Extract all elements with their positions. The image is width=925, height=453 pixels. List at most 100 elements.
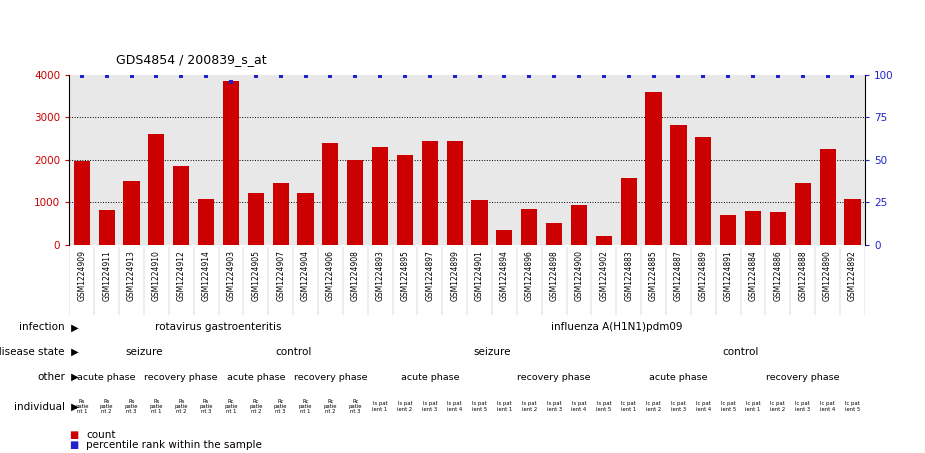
- Text: GSM1224904: GSM1224904: [301, 250, 310, 301]
- Text: GSM1224914: GSM1224914: [202, 250, 211, 301]
- Text: Rs
patie
nt 2: Rs patie nt 2: [175, 399, 188, 414]
- Bar: [646, 92, 661, 245]
- Point: [597, 73, 611, 80]
- Text: GSM1224903: GSM1224903: [227, 250, 236, 301]
- Text: control: control: [722, 347, 758, 357]
- Text: GSM1224892: GSM1224892: [848, 250, 857, 301]
- Text: Is pat
ient 2: Is pat ient 2: [398, 401, 413, 412]
- Bar: [322, 143, 339, 245]
- Text: GSM1224908: GSM1224908: [351, 250, 360, 301]
- Point: [796, 73, 810, 80]
- Text: other: other: [37, 372, 65, 382]
- Bar: [696, 137, 711, 245]
- Bar: [148, 134, 165, 245]
- Text: disease state: disease state: [0, 347, 65, 357]
- Bar: [372, 147, 388, 245]
- Text: Is pat
ient 1: Is pat ient 1: [373, 401, 388, 412]
- Point: [323, 73, 338, 80]
- Bar: [74, 160, 90, 245]
- Text: GSM1224896: GSM1224896: [524, 250, 534, 301]
- Text: Is pat
ient 3: Is pat ient 3: [423, 401, 438, 412]
- Text: ▶: ▶: [68, 347, 79, 357]
- Text: GSM1224893: GSM1224893: [376, 250, 385, 301]
- Bar: [422, 140, 438, 245]
- Point: [622, 73, 636, 80]
- Text: Ic pat
ient 1: Ic pat ient 1: [746, 401, 760, 412]
- Text: Is pat
ient 3: Is pat ient 3: [547, 401, 561, 412]
- Text: Is pat
ient 5: Is pat ient 5: [597, 401, 611, 412]
- Text: rotavirus gastroenteritis: rotavirus gastroenteritis: [155, 322, 282, 333]
- Text: Rc
patie
nt 3: Rc patie nt 3: [274, 399, 288, 414]
- Text: recovery phase: recovery phase: [293, 373, 367, 381]
- Text: GSM1224888: GSM1224888: [798, 250, 808, 301]
- Text: Ic pat
ient 2: Ic pat ient 2: [771, 401, 785, 412]
- Text: GSM1224895: GSM1224895: [401, 250, 410, 301]
- Text: Is pat
ient 4: Is pat ient 4: [447, 401, 462, 412]
- Text: GSM1224909: GSM1224909: [78, 250, 86, 301]
- Bar: [273, 183, 289, 245]
- Text: GSM1224911: GSM1224911: [102, 250, 111, 301]
- Text: recovery phase: recovery phase: [766, 373, 840, 381]
- Text: GSM1224898: GSM1224898: [549, 250, 559, 301]
- Text: influenza A(H1N1)pdm09: influenza A(H1N1)pdm09: [550, 322, 682, 333]
- Point: [174, 73, 189, 80]
- Text: GSM1224894: GSM1224894: [500, 250, 509, 301]
- Point: [771, 73, 785, 80]
- Point: [547, 73, 561, 80]
- Text: GSM1224886: GSM1224886: [773, 250, 783, 301]
- Text: Rc
patie
nt 3: Rc patie nt 3: [349, 399, 362, 414]
- Bar: [173, 166, 190, 245]
- Text: ▶: ▶: [68, 322, 79, 333]
- Bar: [820, 149, 835, 245]
- Text: recovery phase: recovery phase: [517, 373, 591, 381]
- Text: Ic pat
ient 4: Ic pat ient 4: [696, 401, 711, 412]
- Bar: [99, 210, 115, 245]
- Bar: [795, 183, 811, 245]
- Text: Ic pat
ient 5: Ic pat ient 5: [845, 401, 860, 412]
- Text: ■: ■: [69, 429, 79, 439]
- Text: GSM1224900: GSM1224900: [574, 250, 584, 301]
- Bar: [571, 205, 587, 245]
- Text: Rc
patie
nt 2: Rc patie nt 2: [249, 399, 263, 414]
- Text: GSM1224910: GSM1224910: [152, 250, 161, 301]
- Bar: [447, 140, 462, 245]
- Point: [298, 73, 313, 80]
- Text: Ic pat
ient 1: Ic pat ient 1: [621, 401, 636, 412]
- Text: GSM1224889: GSM1224889: [698, 250, 708, 301]
- Text: acute phase: acute phase: [649, 373, 708, 381]
- Text: recovery phase: recovery phase: [144, 373, 218, 381]
- Text: Ic pat
ient 3: Ic pat ient 3: [671, 401, 686, 412]
- Bar: [770, 212, 786, 245]
- Text: Rc
patie
nt 2: Rc patie nt 2: [324, 399, 337, 414]
- Text: GSM1224885: GSM1224885: [649, 250, 658, 301]
- Text: percentile rank within the sample: percentile rank within the sample: [86, 439, 262, 449]
- Point: [696, 73, 710, 80]
- Text: GSM1224905: GSM1224905: [252, 250, 260, 301]
- Text: GSM1224891: GSM1224891: [723, 250, 733, 301]
- Point: [348, 73, 363, 80]
- Bar: [845, 199, 860, 245]
- Point: [472, 73, 487, 80]
- Point: [273, 73, 288, 80]
- Point: [448, 73, 462, 80]
- Point: [423, 73, 438, 80]
- Text: GSM1224887: GSM1224887: [674, 250, 683, 301]
- Text: GSM1224913: GSM1224913: [127, 250, 136, 301]
- Text: Is pat
ient 2: Is pat ient 2: [522, 401, 536, 412]
- Point: [373, 73, 388, 80]
- Point: [124, 73, 139, 80]
- Text: GSM1224906: GSM1224906: [326, 250, 335, 301]
- Bar: [497, 230, 512, 245]
- Text: Is pat
ient 1: Is pat ient 1: [497, 401, 512, 412]
- Point: [199, 73, 214, 80]
- Text: count: count: [86, 429, 116, 439]
- Text: Rs
patie
nt 3: Rs patie nt 3: [125, 399, 138, 414]
- Text: Ic pat
ient 2: Ic pat ient 2: [646, 401, 661, 412]
- Text: acute phase: acute phase: [78, 373, 136, 381]
- Point: [721, 73, 735, 80]
- Text: GSM1224897: GSM1224897: [426, 250, 435, 301]
- Text: control: control: [275, 347, 312, 357]
- Text: GSM1224901: GSM1224901: [475, 250, 484, 301]
- Text: GSM1224890: GSM1224890: [823, 250, 832, 301]
- Bar: [223, 81, 239, 245]
